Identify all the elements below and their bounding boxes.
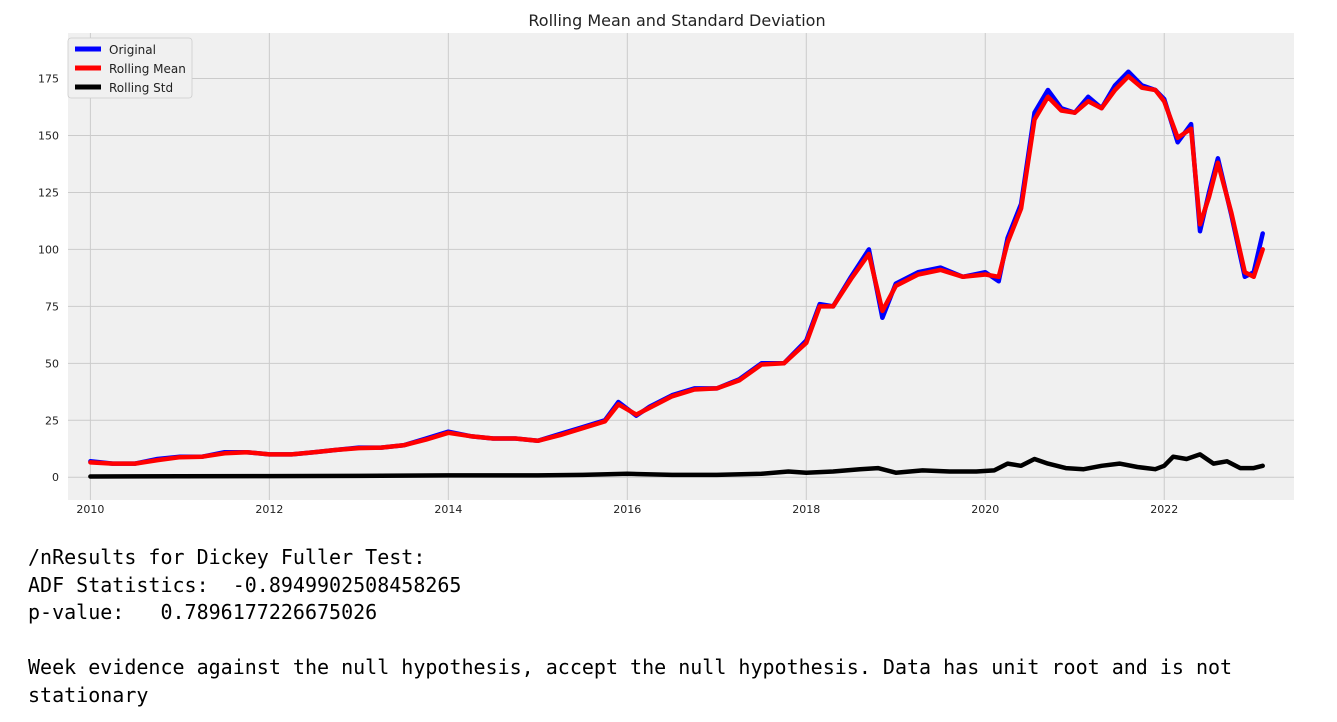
y-tick-label: 50 xyxy=(45,357,59,370)
y-tick-label: 125 xyxy=(38,186,59,199)
legend: Original Rolling Mean Rolling Std xyxy=(67,37,193,99)
y-tick-label: 75 xyxy=(45,300,59,313)
x-tick-label: 2018 xyxy=(792,503,820,516)
legend-label-original: Original xyxy=(109,43,156,57)
output-line-adf-statistic: ADF Statistics: -0.8949902508458265 xyxy=(28,572,462,597)
output-conclusion: Week evidence against the null hypothesi… xyxy=(28,655,1233,707)
y-tick-label: 175 xyxy=(38,73,59,86)
chart-figure: Rolling Mean and Standard Deviation 2010… xyxy=(38,11,1294,516)
legend-frame xyxy=(67,37,193,99)
notebook-output: /nResults for Dickey Fuller Test: ADF St… xyxy=(28,544,1318,710)
x-tick-label: 2016 xyxy=(613,503,641,516)
x-tick-label: 2020 xyxy=(971,503,999,516)
grid xyxy=(68,33,1294,500)
series-rolling-mean-line xyxy=(88,74,1265,466)
y-tick-label: 150 xyxy=(38,130,59,143)
x-tick-label: 2022 xyxy=(1150,503,1178,516)
legend-label-rolling-std: Rolling Std xyxy=(109,81,173,95)
chart-title: Rolling Mean and Standard Deviation xyxy=(528,11,825,30)
series-rolling-std-line xyxy=(88,452,1265,479)
x-tick-label: 2010 xyxy=(76,503,104,516)
x-tick-label: 2012 xyxy=(255,503,283,516)
x-tick-label: 2014 xyxy=(434,503,462,516)
y-tick-label: 100 xyxy=(38,243,59,256)
output-line-heading: /nResults for Dickey Fuller Test: xyxy=(28,545,426,569)
y-tick-label: 25 xyxy=(45,414,59,427)
y-tick-label: 0 xyxy=(52,471,59,484)
series-lines xyxy=(88,69,1265,479)
output-line-p-value: p-value: 0.7896177226675026 xyxy=(28,600,378,625)
plot-area xyxy=(68,33,1294,500)
tick-labels: 2010 2012 2014 2016 2018 2020 2022 0 25 50 75 100 12… xyxy=(38,73,1178,516)
legend-label-rolling-mean: Rolling Mean xyxy=(109,62,186,76)
chart: Rolling Mean and Standard Deviation 2010… xyxy=(38,11,1294,516)
